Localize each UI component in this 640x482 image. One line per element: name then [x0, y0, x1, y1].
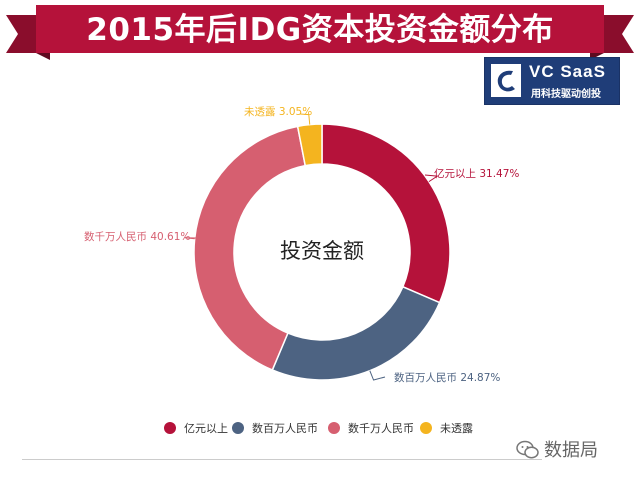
- donut-chart: 亿元以上 31.47% 数百万人民币 24.87% 数千万人民币 40.61% 未透露…: [84, 106, 519, 384]
- legend-swatch: [164, 422, 176, 434]
- chart-legend: 亿元以上 数百万人民币 数千万人民币 未透露: [0, 419, 640, 439]
- legend-item: 亿元以上: [164, 419, 228, 439]
- source-watermark: 数据局: [516, 437, 598, 465]
- donut-slice: [271, 285, 441, 381]
- slice-data-label: 亿元以上 31.47%: [434, 167, 519, 180]
- chart-leader-lines: [184, 113, 439, 381]
- wechat-icon: [516, 440, 539, 458]
- logo-name: VC SaaS: [529, 62, 606, 81]
- donut-slice: [193, 125, 307, 371]
- slice-data-label: 未透露 3.05%: [244, 106, 312, 118]
- title-banner: [6, 5, 634, 60]
- leader-line: [299, 113, 311, 125]
- legend-swatch: [420, 422, 432, 434]
- banner-body: [36, 5, 604, 53]
- legend-item: 未透露: [420, 419, 473, 439]
- banner-fold-left: [36, 53, 50, 60]
- chart-data-labels: 亿元以上 31.47% 数百万人民币 24.87% 数千万人民币 40.61% 未透露…: [84, 106, 519, 384]
- donut-slice: [321, 123, 451, 304]
- vc-saas-logo: VC SaaS 用科技驱动创投: [484, 57, 620, 105]
- leader-line: [184, 237, 199, 240]
- legend-item: 数千万人民币: [328, 419, 414, 439]
- donut-slice: [296, 123, 323, 167]
- legend-swatch: [328, 422, 340, 434]
- logo-subtitle: 用科技驱动创投: [531, 89, 601, 100]
- legend-item: 数百万人民币: [232, 419, 318, 439]
- legend-label: 未透露: [440, 422, 473, 435]
- footer-divider: [22, 459, 542, 460]
- vc-logo-icon: [491, 64, 521, 97]
- legend-label: 亿元以上: [184, 422, 228, 435]
- legend-label: 数百万人民币: [252, 422, 318, 435]
- leader-line: [369, 370, 386, 381]
- watermark-text: 数据局: [544, 440, 598, 461]
- slice-data-label: 数百万人民币 24.87%: [394, 371, 500, 384]
- legend-swatch: [232, 422, 244, 434]
- slice-data-label: 数千万人民币 40.61%: [84, 230, 190, 243]
- legend-label: 数千万人民币: [348, 422, 414, 435]
- leader-line: [424, 174, 439, 183]
- chart-title: 2015年后IDG资本投资金额分布: [86, 12, 554, 48]
- chart-slices: [193, 123, 451, 381]
- chart-center-label: 投资金额: [280, 239, 364, 263]
